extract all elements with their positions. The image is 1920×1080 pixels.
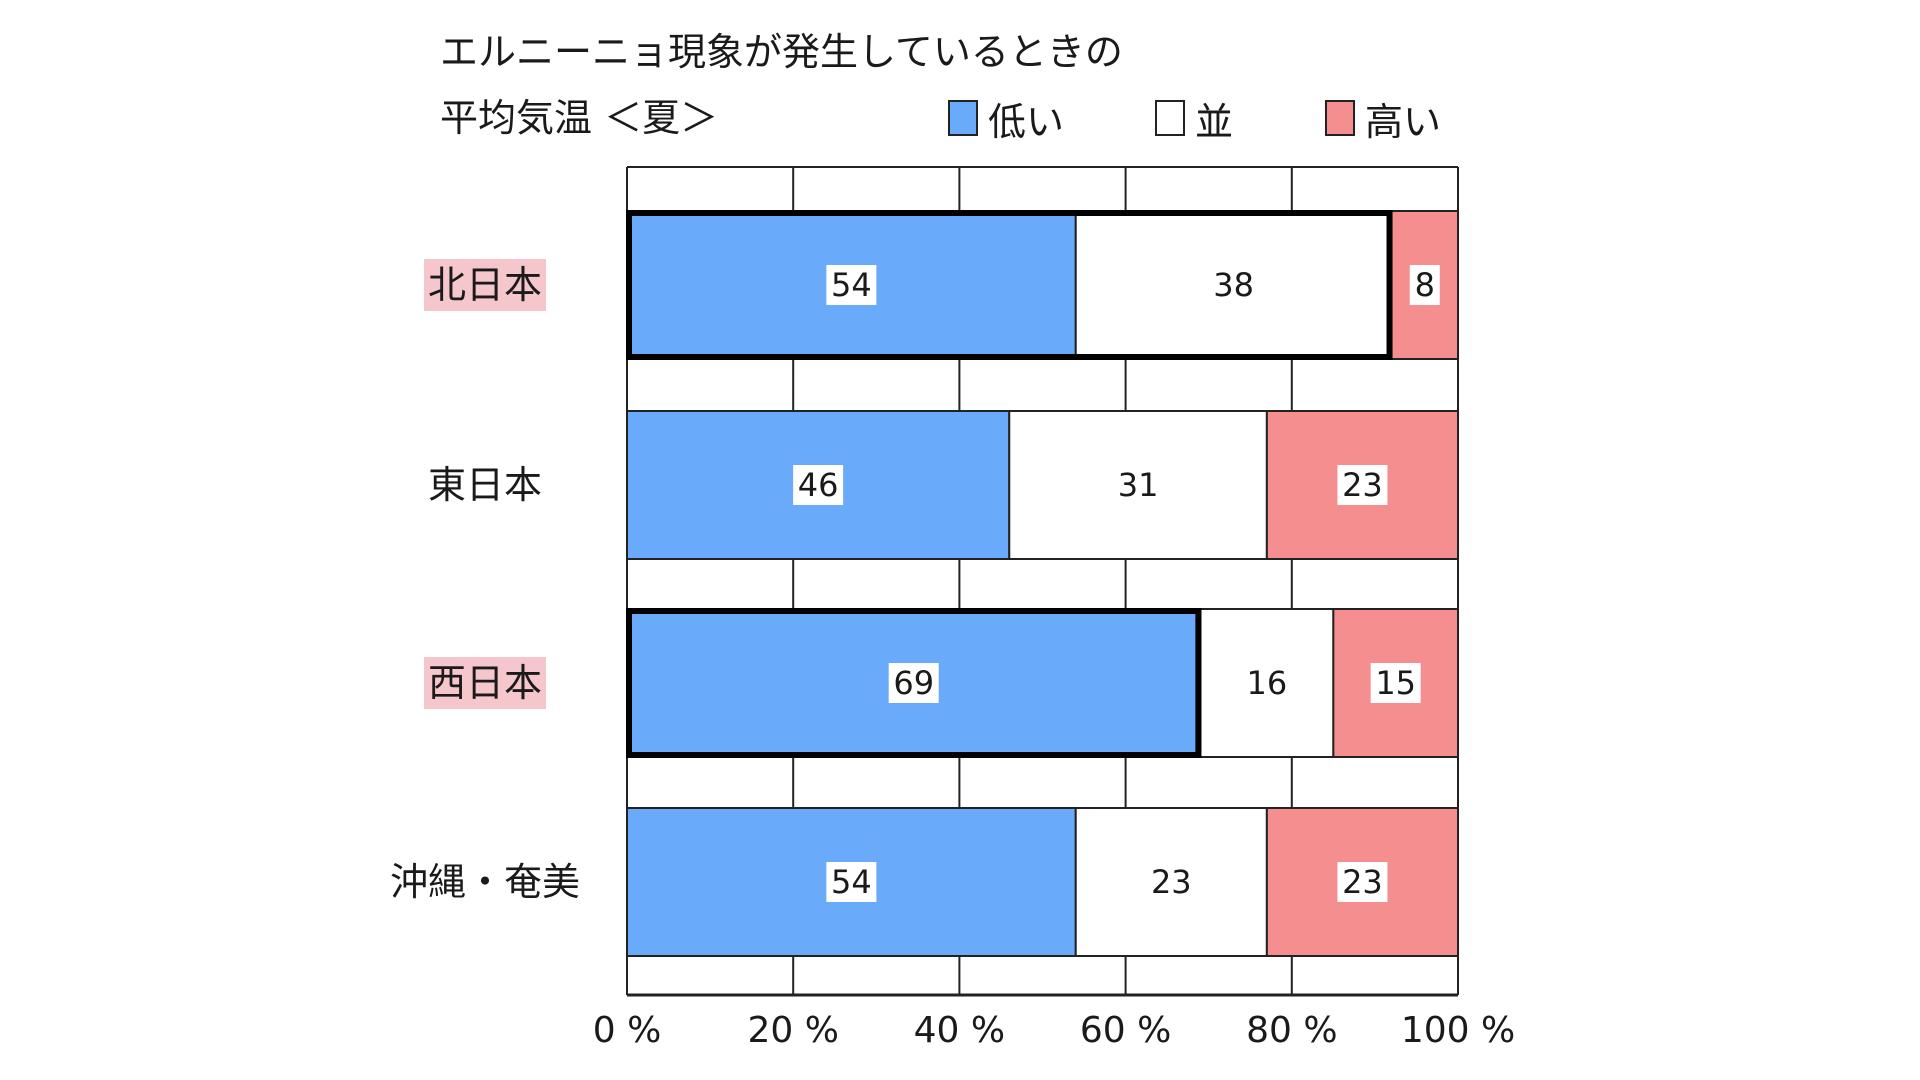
data-label-bg-low-0: [826, 265, 877, 305]
data-label-mid-1: 31: [1118, 466, 1159, 504]
legend-swatch-low: [948, 100, 978, 136]
legend-swatch-high: [1325, 100, 1355, 136]
data-label-mid-0: 38: [1213, 266, 1254, 304]
data-label-bg-mid-2: [1241, 663, 1292, 703]
category-label-highlight-0: [424, 259, 546, 311]
emphasis-outline-2: [626, 608, 1202, 758]
data-label-bg-mid-3: [1146, 862, 1197, 902]
legend-swatch-mid: [1155, 100, 1185, 136]
x-tick-label-2: 40 %: [914, 1010, 1005, 1051]
data-label-high-0: 8: [1415, 266, 1435, 304]
data-label-bg-high-2: [1370, 663, 1421, 703]
data-label-mid-3: 23: [1151, 863, 1192, 901]
category-label-1: 東日本: [428, 463, 542, 507]
data-label-bg-mid-0: [1208, 265, 1259, 305]
data-label-bg-low-2: [888, 663, 939, 703]
data-label-low-3: 54: [831, 863, 872, 901]
legend-label-mid: 並: [1195, 99, 1234, 144]
chart-title-line-1: エルニーニョ現象が発生しているときの: [440, 30, 1123, 74]
data-label-bg-high-3: [1337, 862, 1388, 902]
x-tick-label-3: 60 %: [1080, 1010, 1171, 1051]
data-label-low-0: 54: [831, 266, 872, 304]
data-label-low-2: 69: [893, 664, 934, 702]
data-label-bg-mid-1: [1113, 465, 1164, 505]
data-label-bg-low-1: [793, 465, 844, 505]
data-label-high-1: 23: [1342, 466, 1383, 504]
category-label-highlight-2: [424, 657, 546, 709]
x-tick-label-5: 100 %: [1401, 1010, 1515, 1051]
data-label-bg-high-1: [1337, 465, 1388, 505]
category-label-0: 北日本: [428, 263, 542, 307]
category-label-2: 西日本: [428, 661, 542, 705]
legend-item-low: 低い: [948, 96, 1064, 144]
category-label-3: 沖縄・奄美: [390, 860, 580, 904]
legend-item-mid: 並: [1155, 96, 1233, 144]
emphasis-outline-0: [626, 210, 1393, 360]
data-label-bg-low-3: [826, 862, 877, 902]
legend-label-high: 高い: [1365, 99, 1442, 144]
x-tick-label-1: 20 %: [747, 1010, 838, 1051]
legend-item-high: 高い: [1325, 96, 1441, 144]
x-tick-label-4: 80 %: [1246, 1010, 1337, 1051]
legend-label-low: 低い: [988, 99, 1065, 144]
data-label-high-3: 23: [1342, 863, 1383, 901]
x-tick-label-0: 0 %: [593, 1010, 662, 1051]
data-label-low-1: 46: [798, 466, 839, 504]
chart-title-line-2: 平均気温 ＜夏＞: [440, 96, 719, 140]
data-label-high-2: 15: [1375, 664, 1416, 702]
data-label-mid-2: 16: [1247, 664, 1288, 702]
data-label-bg-high-0: [1409, 265, 1440, 305]
